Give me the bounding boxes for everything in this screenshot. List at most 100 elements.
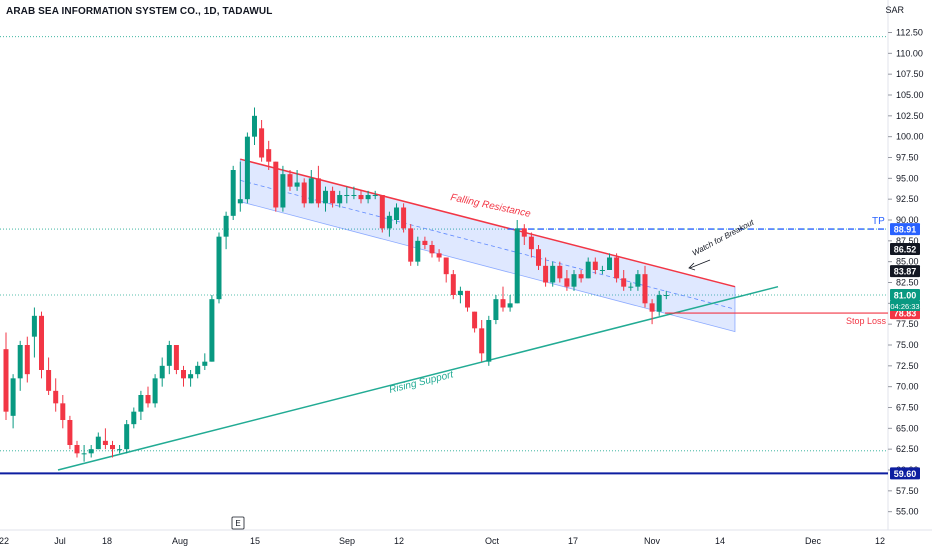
candle-body: [394, 207, 399, 220]
y-tick-label: 95.00: [896, 173, 919, 183]
candle-body: [46, 370, 52, 391]
candle-body: [173, 345, 179, 370]
y-tick-label: 107.50: [896, 69, 924, 79]
rising-support-line: [57, 285, 779, 471]
x-tick-label: Oct: [485, 536, 500, 546]
candle-body: [578, 274, 584, 279]
candle-body: [557, 265, 563, 279]
candle-body: [230, 170, 236, 216]
price-badge: [890, 289, 920, 301]
candle-body: [543, 265, 549, 283]
candle-body: [472, 311, 478, 329]
candle-body: [209, 299, 215, 362]
y-tick-label: 102.50: [896, 111, 924, 121]
countdown-label: 04:26:33: [890, 302, 919, 311]
candle-body: [337, 195, 343, 204]
candle-body: [117, 449, 123, 451]
candle-body: [330, 190, 336, 204]
candle-body: [450, 274, 456, 295]
candle-body: [521, 228, 527, 237]
candle-body: [592, 261, 598, 270]
candle-body: [415, 240, 421, 262]
x-tick-label: 22: [0, 536, 9, 546]
candle-body: [628, 286, 634, 288]
x-tick-label: 12: [875, 536, 885, 546]
candle-body: [195, 365, 201, 375]
price-badge: [890, 223, 920, 236]
y-tick-label: 105.00: [896, 90, 924, 100]
candle-body: [564, 278, 570, 287]
candle-body: [294, 182, 300, 187]
candle-body: [500, 299, 506, 308]
price-badge-label: 83.87: [894, 267, 917, 277]
candle-body: [507, 303, 513, 308]
y-tick-label: 112.50: [896, 28, 923, 38]
candle-body: [536, 249, 541, 266]
candle-body: [60, 403, 66, 420]
earnings-marker-label: E: [235, 519, 240, 528]
candle-body: [67, 420, 73, 445]
price-badge-label: 88.91: [894, 225, 917, 235]
x-tick-label: 12: [394, 536, 404, 546]
y-tick-label: 92.50: [896, 194, 919, 204]
candle-body: [301, 182, 307, 204]
price-badge-label: 78.83: [894, 309, 917, 319]
price-badge-label: 86.52: [894, 245, 917, 255]
candle-body: [571, 274, 577, 287]
channel-midline: [240, 180, 736, 310]
stop-loss-label: Stop Loss: [846, 316, 887, 326]
price-badge-label: 59.60: [894, 469, 917, 479]
candle-body: [465, 290, 470, 308]
breakout-arrow: [689, 259, 711, 269]
candle-body: [216, 236, 222, 300]
tp-label: TP: [872, 216, 885, 227]
candle-body: [159, 365, 165, 379]
x-tick-label: 14: [715, 536, 725, 546]
candle-body: [237, 199, 243, 204]
candle-body: [138, 395, 144, 412]
candle-body: [486, 320, 492, 362]
earnings-marker: [231, 516, 245, 530]
candle-body: [102, 440, 108, 445]
y-tick-label: 110.00: [896, 48, 923, 58]
candle-body: [308, 178, 314, 204]
y-tick-label: 75.00: [896, 340, 919, 350]
candle-body: [110, 445, 115, 450]
candle-body: [493, 299, 499, 320]
candle-body: [10, 378, 16, 416]
candle-body: [166, 345, 172, 366]
price-badge: [890, 243, 920, 255]
price-badge-label: 81.00: [894, 291, 917, 301]
candle-body: [124, 424, 130, 450]
candle-body: [635, 274, 641, 287]
rising-support-label: Rising Support: [388, 369, 455, 396]
y-tick-label: 72.50: [896, 361, 919, 371]
y-tick-label: 55.00: [896, 507, 919, 517]
candle-body: [152, 378, 158, 404]
y-tick-label: 65.00: [896, 423, 919, 433]
watch-breakout-label: Watch for Breakout: [691, 217, 756, 257]
candle-body: [223, 215, 229, 237]
candle-body: [422, 240, 428, 245]
candle-body: [514, 228, 520, 304]
candle-body: [401, 207, 407, 229]
y-tick-label: 87.50: [896, 236, 919, 246]
candle-body: [479, 328, 485, 354]
candle-body: [408, 228, 414, 262]
candle-body: [181, 370, 186, 379]
candle-body: [3, 349, 9, 412]
candle-body: [358, 195, 364, 200]
candle-body: [131, 411, 137, 425]
x-tick-label: 15: [250, 536, 260, 546]
candle-body: [273, 161, 279, 208]
candle-body: [607, 257, 612, 270]
y-tick-label: 97.50: [896, 153, 919, 163]
price-badge: [890, 265, 920, 278]
price-badge: [890, 467, 920, 480]
candle-body: [244, 136, 250, 200]
candle-body: [663, 295, 669, 296]
candle-body: [17, 345, 23, 379]
candle-body: [436, 253, 442, 258]
candle-body: [259, 128, 265, 158]
